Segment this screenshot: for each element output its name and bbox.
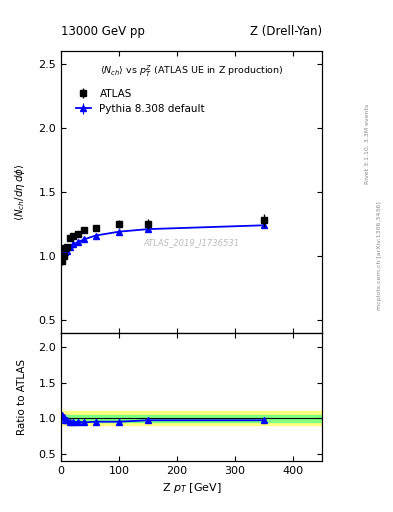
Text: Rivet 3.1.10, 3.3M events: Rivet 3.1.10, 3.3M events — [365, 103, 370, 183]
Text: mcplots.cern.ch [arXiv:1306.3436]: mcplots.cern.ch [arXiv:1306.3436] — [377, 202, 382, 310]
Legend: ATLAS, Pythia 8.308 default: ATLAS, Pythia 8.308 default — [72, 84, 209, 118]
Y-axis label: Ratio to ATLAS: Ratio to ATLAS — [17, 359, 27, 435]
Text: 13000 GeV pp: 13000 GeV pp — [61, 26, 145, 38]
X-axis label: Z $p_T$ [GeV]: Z $p_T$ [GeV] — [162, 481, 221, 495]
Bar — [61, 415, 322, 422]
Y-axis label: $\langle N_{ch}/d\eta\, d\phi\rangle$: $\langle N_{ch}/d\eta\, d\phi\rangle$ — [13, 163, 27, 221]
Text: Z (Drell-Yan): Z (Drell-Yan) — [250, 26, 322, 38]
Text: ATLAS_2019_I1736531: ATLAS_2019_I1736531 — [143, 238, 240, 247]
Bar — [61, 411, 322, 425]
Text: $\langle N_{ch}\rangle$ vs $p^{Z}_{T}$ (ATLAS UE in Z production): $\langle N_{ch}\rangle$ vs $p^{Z}_{T}$ (… — [100, 64, 283, 79]
